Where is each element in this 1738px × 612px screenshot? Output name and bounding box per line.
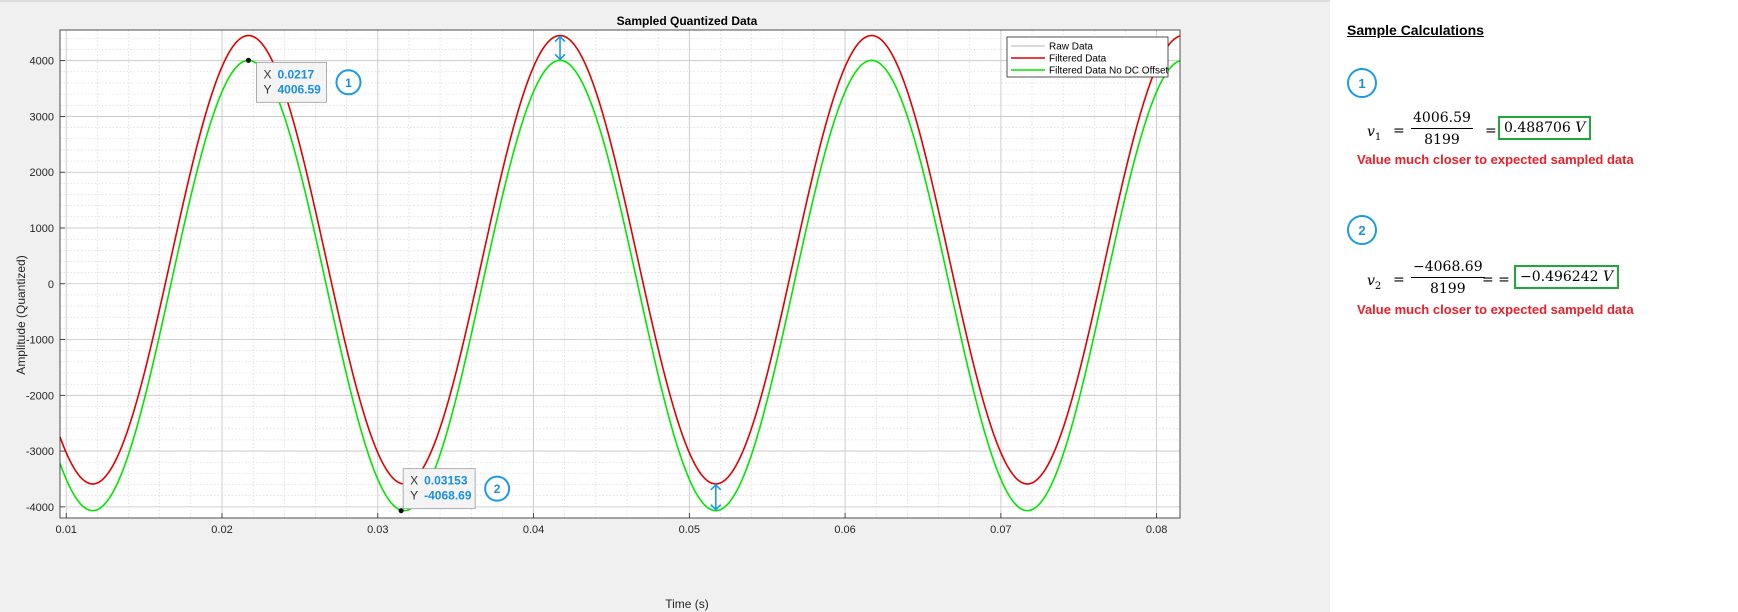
plot-area [60, 30, 1180, 518]
x-tick-label: 0.02 [211, 524, 232, 536]
plot-svg: 0.01 0.02 0.03 0.04 0.05 0.06 0.07 0.08 4000 3000… [14, 14, 1181, 611]
datatip-badge [335, 69, 362, 96]
fraction-bar [1411, 128, 1473, 129]
datatip-y-value: 4006.59 [277, 82, 321, 96]
y-tick-label: -1000 [26, 335, 54, 347]
equation-1-equals: = [1393, 123, 1405, 139]
datatip-point [245, 57, 252, 63]
datatip-x-value: 0.03153 [424, 474, 468, 488]
equation-2-equals-2: = = [1482, 272, 1510, 288]
legend-entry-2: Filtered Data [1049, 54, 1107, 65]
equation-2-numerator: −4068.69 [1413, 259, 1483, 275]
equation-1-denominator: 8199 [1424, 132, 1460, 148]
series-line-2 [59, 34, 1181, 485]
equation-1-fraction: 4006.59 8199 [1411, 110, 1473, 148]
datatip-box [256, 61, 327, 103]
datatip-y-value: -4068.69 [424, 489, 472, 503]
grid-lines [60, 30, 1180, 518]
x-tick-label: 0.01 [56, 524, 77, 536]
y-tick-label: 2000 [30, 167, 54, 179]
y-tick-label: -2000 [26, 390, 54, 402]
x-tick-label: 0.07 [990, 524, 1011, 536]
y-tick-label: -3000 [26, 446, 54, 458]
datatips: X 0.0217 Y 4006.59 1 X 0.03153 Y -4068.69 2 [245, 57, 511, 514]
fraction-bar [1411, 277, 1485, 278]
calc-heading: Sample Calculations [1347, 22, 1484, 38]
equation-2: v2 = −4068.69 8199 = = −0.496242 V [1367, 259, 1727, 309]
tick-labels: 0.01 0.02 0.03 0.04 0.05 0.06 0.07 0.08 4000 3000… [26, 56, 1167, 536]
figure-window: 0.01 0.02 0.03 0.04 0.05 0.06 0.07 0.08 4000 3000… [0, 0, 1330, 612]
axes-frame [59, 29, 1181, 519]
y-tick-label: 3000 [30, 111, 54, 123]
datatip-x-key: X [410, 474, 418, 488]
x-tick-label: 0.06 [834, 524, 855, 536]
datatip-badge [484, 475, 511, 502]
y-axis-label: Amplitude (Quantized) [14, 255, 28, 374]
x-tick-label: 0.03 [367, 524, 388, 536]
datatip-point [398, 508, 404, 514]
datatip-badge-label: 1 [345, 76, 352, 90]
offset-markers [554, 35, 722, 511]
datatip-y-key: Y [410, 489, 418, 503]
axes-box [59, 29, 1181, 519]
y-tick-label: 0 [48, 279, 54, 291]
chart-title: Sampled Quantized Data [617, 14, 758, 28]
equation-2-equals: = [1393, 272, 1405, 288]
datatip-x-key: X [263, 67, 271, 81]
equation-1-variable: v1 [1367, 124, 1382, 143]
datatip-1[interactable]: X 0.0217 Y 4006.59 1 [245, 57, 362, 103]
calc-note-1: Value much closer to expected sampled da… [1357, 152, 1634, 167]
datatip-2[interactable]: X 0.03153 Y -4068.69 2 [398, 468, 511, 514]
offset-arrow-head-down [710, 504, 722, 511]
equation-1-result: 0.488706 V [1498, 116, 1592, 140]
datatip-box [402, 468, 476, 510]
offset-arrow-head-down [554, 53, 566, 61]
calc-badge-1: 1 [1347, 68, 1377, 98]
datatip-x-value: 0.0217 [277, 67, 314, 81]
calc-badge-2: 2 [1347, 215, 1377, 245]
offset-arrow-head-up [554, 35, 566, 43]
sample-calculations-panel: Sample Calculations 1 v1 = 4006.59 8199 … [1330, 0, 1738, 612]
axes-background [60, 30, 1180, 518]
x-tick-label: 0.04 [523, 524, 544, 536]
figure-top-strip [0, 0, 1330, 2]
calc-note-2: Value much closer to expected sampeld da… [1357, 302, 1634, 317]
y-tick-label: 1000 [30, 223, 54, 235]
datatip-badge-label: 2 [494, 482, 501, 496]
y-tick-label: 4000 [30, 56, 54, 68]
legend-entry-1: Raw Data [1049, 42, 1093, 53]
equation-1-equals-2: = [1485, 123, 1497, 139]
legend-entry-3: Filtered Data No DC Offset [1049, 66, 1169, 77]
equation-2-denominator: 8199 [1429, 281, 1466, 297]
equation-2-variable: v2 [1367, 273, 1382, 292]
equation-1: v1 = 4006.59 8199 = 0.488706 V [1367, 110, 1727, 160]
equation-1-numerator: 4006.59 [1413, 110, 1471, 126]
x-tick-label: 0.08 [1146, 524, 1167, 536]
equation-2-result: −0.496242 V [1514, 265, 1620, 289]
x-axis-label: Time (s) [665, 597, 709, 611]
equation-2-fraction: −4068.69 8199 [1411, 259, 1485, 297]
x-tick-label: 0.05 [679, 524, 700, 536]
y-tick-label: -4000 [26, 502, 54, 514]
datatip-y-key: Y [263, 82, 271, 96]
offset-arrow-head-up [710, 483, 722, 491]
